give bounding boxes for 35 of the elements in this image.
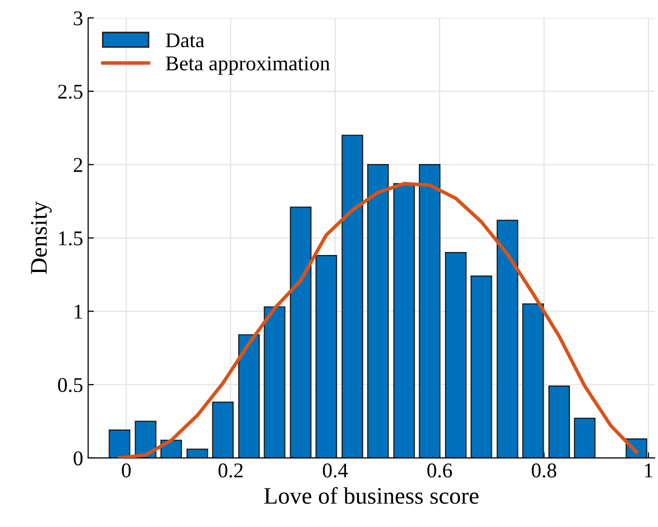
bar: [470, 276, 492, 458]
bar: [522, 303, 544, 458]
y-axis-title: Density: [30, 201, 52, 274]
bar: [574, 418, 596, 458]
legend-label: Data: [166, 33, 204, 48]
y-tick-label: 1: [74, 304, 82, 319]
bar: [393, 183, 415, 458]
bar: [186, 448, 208, 458]
y-tick-label: 0.5: [58, 378, 82, 392]
x-tick-label: 0.8: [532, 463, 556, 478]
x-tick-label: 0.6: [427, 463, 452, 478]
y-tick-label: 1.5: [59, 231, 82, 246]
x-axis-title: Love of business score: [264, 487, 478, 504]
y-tick-label: 2.5: [58, 84, 82, 99]
x-tick-label: 0.4: [322, 463, 348, 478]
y-tick-label: 2: [74, 158, 82, 172]
bar: [548, 386, 570, 458]
bar: [212, 402, 234, 458]
bar: [342, 134, 364, 458]
bar: [315, 254, 338, 458]
x-tick-label: 0: [122, 463, 131, 478]
bar: [238, 334, 260, 458]
bar: [264, 306, 286, 458]
bar: [444, 252, 467, 458]
bar: [496, 220, 518, 458]
legend-label: Beta approximation: [166, 56, 330, 75]
line-series: [118, 182, 638, 458]
y-tick-label: 3: [74, 11, 82, 26]
bar: [367, 164, 389, 458]
bar: [418, 164, 440, 458]
x-tick-label: 0.2: [218, 463, 243, 478]
bar: [108, 430, 130, 458]
y-tick-label: 0: [74, 451, 83, 466]
bar: [290, 206, 312, 458]
x-tick-label: 1: [645, 464, 652, 478]
